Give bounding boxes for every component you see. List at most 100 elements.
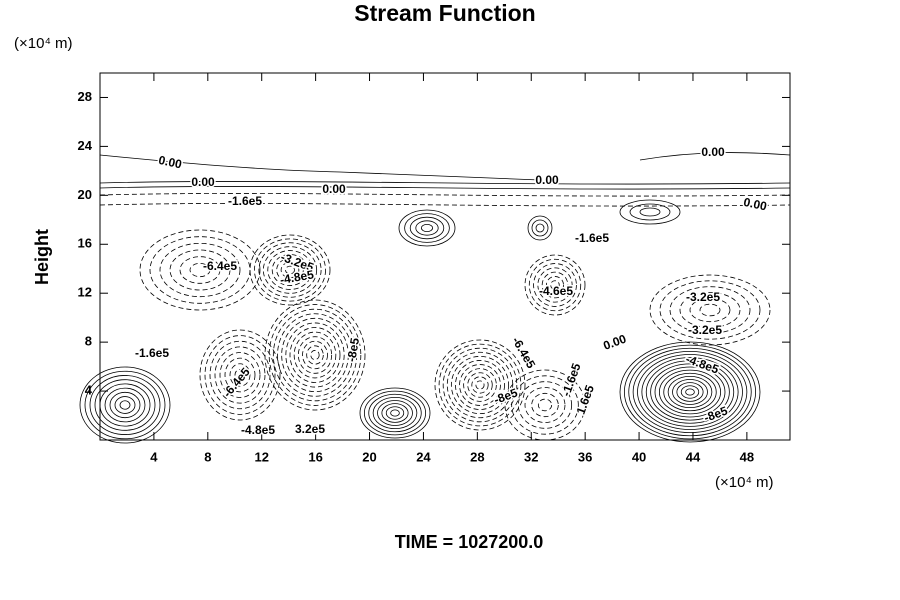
- contour: [224, 357, 256, 393]
- contour: [531, 392, 559, 418]
- contour-label: -3.2e5: [688, 323, 722, 337]
- contour: [685, 388, 695, 396]
- contour: [446, 351, 514, 419]
- contour: [268, 304, 362, 406]
- contour-label: 0.00: [191, 175, 215, 189]
- y-tick-label: 12: [78, 285, 92, 300]
- contour: [99, 203, 791, 207]
- contour: [189, 262, 211, 278]
- contour: [533, 263, 577, 307]
- contour: [546, 276, 564, 294]
- contour: [541, 271, 569, 299]
- y-tick-label: 24: [78, 138, 93, 153]
- contour: [114, 396, 136, 414]
- contour: [306, 345, 324, 365]
- contour-label: -6.4e5: [509, 334, 538, 371]
- y-tick-label: 4: [85, 383, 93, 398]
- contour: [619, 341, 761, 443]
- x-tick-label: 16: [308, 449, 322, 464]
- contour: [363, 390, 427, 436]
- x-tick-label: 28: [470, 449, 484, 464]
- contour: [229, 363, 251, 387]
- contour: [550, 280, 560, 290]
- contour: [658, 369, 722, 415]
- contour: [99, 186, 791, 190]
- contour: [377, 400, 413, 426]
- contour: [663, 372, 717, 412]
- contour-label: -6.4e5: [203, 259, 237, 273]
- contour-label: 0.00: [742, 195, 768, 214]
- contour: [254, 238, 326, 302]
- contour-label: -1.6e5: [228, 194, 262, 208]
- contour-label: 0.00: [601, 332, 628, 353]
- contour: [654, 366, 726, 418]
- contour: [99, 383, 151, 427]
- contour-lines: [79, 152, 791, 444]
- contour: [524, 254, 586, 316]
- contour: [272, 308, 358, 402]
- contour: [639, 152, 791, 161]
- contour: [442, 347, 518, 423]
- contour: [381, 403, 409, 423]
- contour: [139, 229, 261, 311]
- contour-label: 0.00: [157, 153, 183, 172]
- contour: [99, 193, 791, 197]
- contour: [368, 393, 422, 433]
- contour: [434, 339, 526, 431]
- contour: [79, 366, 171, 444]
- contour: [234, 368, 246, 382]
- x-tick-label: 36: [578, 449, 592, 464]
- contour: [94, 379, 156, 431]
- contour: [637, 354, 743, 430]
- y-axis-label: Height: [32, 229, 52, 285]
- contour: [511, 375, 579, 435]
- contour: [680, 385, 700, 399]
- contour: [535, 223, 545, 233]
- contour: [524, 387, 566, 423]
- contour: [699, 303, 721, 317]
- contour: [398, 209, 456, 247]
- contour: [159, 242, 241, 298]
- contour: [455, 360, 505, 410]
- contour: [285, 322, 345, 388]
- y-tick-label: 16: [78, 236, 92, 251]
- y-tick-label: 8: [85, 334, 92, 349]
- contour-label: -6.4e5: [220, 365, 253, 400]
- contour: [632, 350, 748, 434]
- contour: [109, 391, 141, 419]
- contour: [517, 381, 573, 429]
- contour: [623, 344, 757, 440]
- contour: [214, 346, 266, 404]
- contour-label: 0.00: [701, 145, 725, 159]
- plot-frame: [99, 72, 791, 441]
- contour-label: 1.6e5: [574, 383, 598, 416]
- contour: [420, 223, 433, 232]
- contour-label: -1.6e5: [575, 231, 609, 245]
- footer: TIME = 1027200.0: [395, 532, 544, 552]
- contour: [297, 336, 333, 374]
- y-unit-label: (×10⁴ m): [14, 35, 73, 52]
- contour: [463, 368, 497, 402]
- contour: [99, 154, 541, 181]
- contour: [258, 242, 322, 298]
- contour: [669, 286, 751, 334]
- contour: [209, 340, 271, 410]
- contour: [628, 347, 752, 437]
- x-tick-label: 48: [740, 449, 754, 464]
- contour: [471, 376, 489, 394]
- contour: [527, 215, 553, 241]
- contour: [289, 327, 341, 383]
- x-tick-label: 44: [686, 449, 701, 464]
- contour: [645, 360, 735, 424]
- contour-label: -8e5: [344, 336, 362, 362]
- contour: [404, 213, 450, 243]
- contour: [619, 199, 681, 225]
- contour: [280, 261, 300, 279]
- contour: [639, 207, 661, 217]
- contour: [372, 396, 418, 430]
- contour: [672, 379, 708, 405]
- contour: [276, 257, 304, 283]
- contour: [528, 258, 582, 312]
